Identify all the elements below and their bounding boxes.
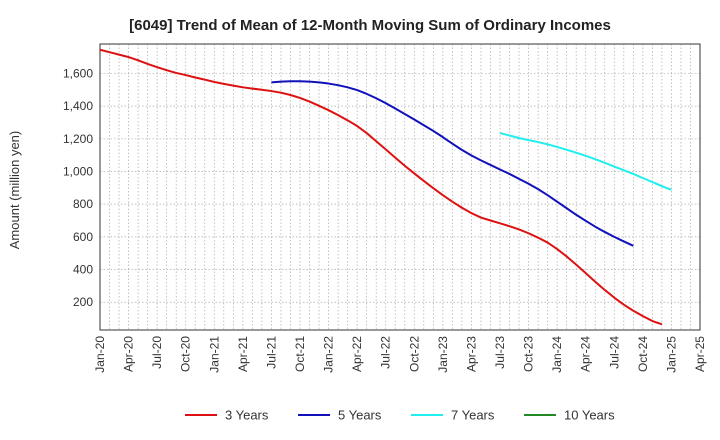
x-tick-label: Jan-22 (322, 336, 336, 373)
x-axis: Jan-20 Apr-20 Jul-20 Oct-20 Jan-21 Apr-21 Jul-… (93, 336, 707, 373)
y-tick-label: 600 (73, 230, 93, 244)
x-tick-label: Oct-23 (522, 336, 536, 372)
series-line-3-years (99, 48, 663, 326)
y-tick-label: 1,200 (63, 132, 93, 146)
y-tick-label: 400 (73, 263, 93, 277)
x-tick-label: Apr-20 (122, 336, 136, 372)
x-tick-label: Jan-21 (207, 336, 221, 373)
x-tick-label: Jan-23 (436, 336, 450, 373)
y-tick-label: 1,400 (63, 99, 93, 113)
x-tick-label: Oct-22 (407, 336, 421, 372)
x-tick-label: Apr-24 (579, 336, 593, 372)
legend: 3 Years 5 Years 7 Years 10 Years (185, 408, 615, 423)
legend-label-7-years: 7 Years (451, 408, 495, 423)
x-tick-label: Jan-25 (664, 336, 678, 373)
x-tick-label: Jan-24 (550, 336, 564, 373)
legend-label-5-years: 5 Years (338, 408, 382, 423)
chart-title: [6049] Trend of Mean of 12-Month Moving … (129, 17, 611, 34)
x-tick-label: Oct-24 (636, 336, 650, 372)
y-tick-label: 200 (73, 295, 93, 309)
x-tick-label: Apr-22 (350, 336, 364, 372)
x-tick-label: Jul-21 (264, 336, 278, 369)
series-line-5-years (271, 80, 634, 247)
series-line-7-years (499, 132, 672, 191)
y-tick-label: 1,000 (63, 164, 93, 178)
x-tick-label: Apr-25 (693, 336, 707, 372)
plot-frame (99, 43, 701, 331)
x-tick-label: Apr-21 (236, 336, 250, 372)
x-tick-label: Oct-21 (293, 336, 307, 372)
x-tick-label: Oct-20 (179, 336, 193, 372)
x-tick-label: Apr-23 (464, 336, 478, 372)
y-axis-label: Amount (million yen) (7, 131, 22, 250)
y-tick-label: 800 (73, 197, 93, 211)
y-tick-label: 1,600 (63, 66, 93, 80)
x-tick-label: Jul-24 (607, 336, 621, 369)
series (99, 48, 672, 326)
y-axis: 200 400 600 800 1,000 1,200 1,400 1,600 (63, 66, 93, 309)
x-tick-label: Jan-20 (93, 336, 107, 373)
legend-label-10-years: 10 Years (564, 408, 615, 423)
legend-label-3-years: 3 Years (225, 408, 269, 423)
x-tick-label: Jul-23 (493, 336, 507, 369)
x-tick-label: Jul-20 (150, 336, 164, 369)
grid (100, 44, 700, 330)
x-tick-label: Jul-22 (379, 336, 393, 369)
